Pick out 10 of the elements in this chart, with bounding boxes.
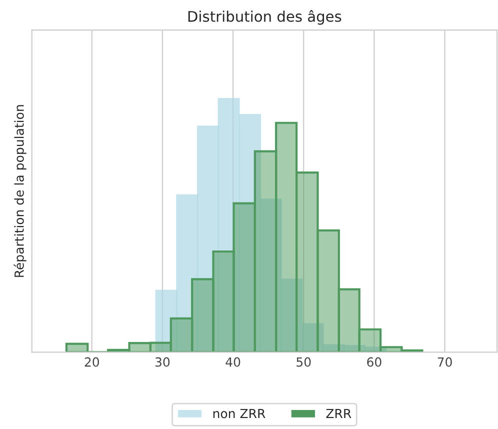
legend-label: ZRR bbox=[326, 408, 352, 418]
x-tick-label: 30 bbox=[155, 357, 170, 367]
x-tick-label: 60 bbox=[367, 357, 382, 367]
chart-title: Distribution des âges bbox=[188, 10, 342, 25]
y-axis-title: Répartition de la population bbox=[14, 105, 26, 277]
x-tick-label: 20 bbox=[84, 357, 99, 367]
x-tick-label: 50 bbox=[296, 357, 311, 367]
x-tick-label: 70 bbox=[438, 357, 452, 367]
x-tick-label: 40 bbox=[226, 357, 240, 367]
legend-label: non ZRR bbox=[213, 408, 266, 418]
